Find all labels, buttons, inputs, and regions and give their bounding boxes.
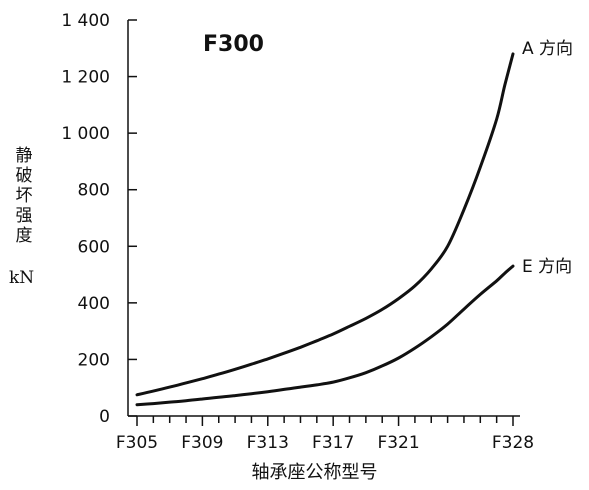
y-ticks: 0 200 400 600 800 1 000 1 200 1 400 [61, 11, 137, 427]
y-axis-label-char: 度 [15, 226, 33, 246]
y-tick-label: 400 [78, 294, 110, 314]
y-axis-label-char: 坏 [15, 186, 33, 206]
x-tick-label: F321 [377, 433, 419, 453]
y-axis-unit: kN [9, 268, 35, 288]
y-axis-label-char: 静 [15, 146, 33, 166]
axes [127, 20, 520, 417]
series-line-0 [135, 52, 515, 397]
y-tick-label: 1 200 [61, 68, 110, 88]
x-tick-label: F313 [247, 433, 289, 453]
chart-title: F300 [203, 32, 264, 57]
x-axis-label: 轴承座公称型号 [251, 462, 378, 483]
x-ticks: F305 F309 F313 F317 F321 F328 [116, 416, 534, 453]
x-tick-label: F305 [116, 433, 158, 453]
y-axis-label-char: 强 [15, 206, 33, 226]
y-tick-label: 200 [78, 350, 110, 370]
y-tick-label: 600 [78, 237, 110, 257]
series-label-0: A 方向 [522, 39, 573, 59]
y-tick-label: 1 400 [61, 11, 110, 31]
y-tick-label: 0 [99, 407, 110, 427]
series-line-1 [135, 264, 515, 407]
y-axis-label-char: 破 [15, 166, 33, 186]
x-tick-label: F328 [492, 433, 534, 453]
x-tick-label: F309 [181, 433, 223, 453]
y-tick-label: 800 [78, 181, 110, 201]
series-label-1: E 方向 [522, 257, 572, 277]
y-tick-label: 1 000 [61, 124, 110, 144]
x-tick-label: F317 [312, 433, 354, 453]
series-group: A 方向 E 方向 [135, 39, 573, 407]
